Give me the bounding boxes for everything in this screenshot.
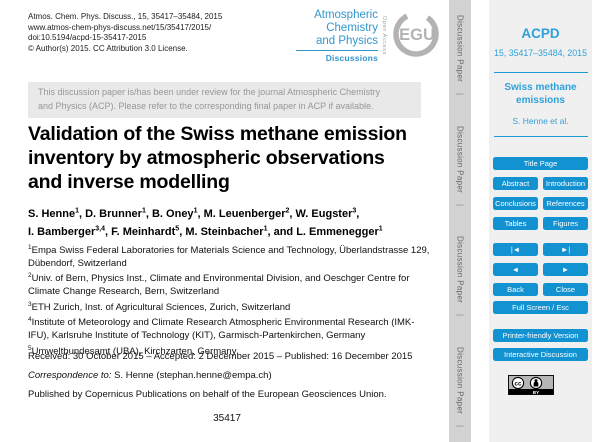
discussion-paper-strip: Discussion Paper | Discussion Paper | Discus… [449, 0, 471, 442]
paper-title-line: Validation of the Swiss methane emission [28, 123, 407, 145]
correspondence-label: Correspondence to: [28, 370, 112, 381]
full-screen-button[interactable]: Full Screen / Esc [493, 301, 588, 314]
strip-separator: | [455, 314, 465, 317]
correspondence-line: Correspondence to: S. Henne (stephan.hen… [28, 370, 440, 381]
review-notice-line: and Physics (ACP). Please refer to the c… [38, 100, 374, 111]
author-list: S. Henne1, D. Brunner1, B. Oney1, M. Leu… [28, 203, 440, 240]
short-authors: S. Henne et al. [512, 116, 569, 126]
cc-icon [511, 376, 525, 390]
nav-last-button[interactable]: ►| [543, 243, 588, 256]
journal-name-line: and Physics [315, 35, 378, 47]
nav-next-button[interactable]: ► [543, 263, 588, 276]
author: M. Leuenberger2, [203, 207, 296, 220]
affiliation: 4Institute of Meteorology and Climate Re… [28, 316, 415, 342]
references-button[interactable]: References [543, 197, 588, 210]
volume-pages: 15, 35417–35484, 2015 [494, 48, 587, 58]
author: F. Meinhardt5, [111, 225, 186, 239]
journal-logo: Atmospheric Chemistry and Physics Discussi… [288, 9, 378, 63]
svg-text:BY: BY [533, 390, 539, 395]
page-number: 35417 [213, 413, 241, 424]
nav-first-button[interactable]: |◄ [493, 243, 538, 256]
tables-button[interactable]: Tables [493, 217, 538, 230]
svg-text:cc: cc [515, 380, 522, 387]
discussion-paper-label: Discussion Paper [455, 15, 465, 83]
sidebar-divider [494, 136, 588, 137]
discussion-paper-label: Discussion Paper [455, 346, 465, 414]
close-button[interactable]: Close [543, 283, 588, 296]
discussion-paper-strip-segment: Discussion Paper | [449, 0, 471, 111]
publisher-line: Published by Copernicus Publications on … [28, 389, 387, 400]
review-notice: This discussion paper is/has been under … [28, 82, 421, 119]
citation-line: doi:10.5194/acpd-15-35417-2015 [28, 33, 147, 43]
conclusions-button[interactable]: Conclusions [493, 197, 538, 210]
sidebar-divider [494, 72, 588, 73]
figures-button[interactable]: Figures [543, 217, 588, 230]
strip-separator: | [455, 203, 465, 206]
discussion-paper-strip-segment: Discussion Paper | [449, 111, 471, 222]
abstract-button[interactable]: Abstract [493, 177, 538, 190]
author: W. Eugster3, [295, 207, 360, 220]
short-title: Swiss methane emissions [504, 82, 577, 106]
journal-logo-rule [296, 50, 378, 51]
author: D. Brunner1, [85, 207, 152, 220]
interactive-discussion-button[interactable]: Interactive Discussion [493, 348, 588, 361]
paper-title-line: and inverse modelling [28, 170, 230, 193]
journal-discussions-label: Discussions [325, 53, 378, 63]
title-page-button[interactable]: Title Page [493, 157, 588, 170]
paper-title: Validation of the Swiss methane emission… [28, 123, 438, 194]
affiliation-list: 1Empa Swiss Federal Laboratories for Mat… [28, 242, 432, 359]
journal-abbreviation: ACPD [521, 26, 560, 41]
printer-friendly-button[interactable]: Printer-friendly Version [493, 329, 588, 342]
paper-title-line: inventory by atmospheric observations [28, 146, 385, 169]
discussion-paper-strip-segment: Discussion Paper | [449, 221, 471, 332]
journal-name-line: Atmospheric [314, 9, 378, 21]
introduction-button[interactable]: Introduction [543, 177, 588, 190]
review-notice-line: This discussion paper is/has been under … [38, 87, 381, 97]
citation-line: Atmos. Chem. Phys. Discuss., 15, 35417–3… [28, 12, 223, 21]
open-access-label: Open Access [381, 16, 387, 56]
affiliation: 3ETH Zurich, Inst. of Agricultural Scien… [28, 300, 291, 313]
discussion-paper-strip-segment: Discussion Paper | [449, 332, 471, 442]
discussion-paper-label: Discussion Paper [455, 236, 465, 304]
author: and L. Emmenegger1 [273, 225, 383, 239]
dates-line: Received: 30 October 2015 – Accepted: 2 … [28, 351, 413, 362]
author: M. Steinbacher1, [185, 225, 274, 239]
navigation-sidebar: ACPD 15, 35417–35484, 2015 Swiss methane… [489, 0, 592, 442]
citation-line: © Author(s) 2015. CC Attribution 3.0 Lic… [28, 43, 188, 53]
egu-logo-icon: EGU [391, 9, 441, 59]
strip-separator: | [455, 93, 465, 96]
affiliation: 2Univ. of Bern, Physics Inst., Climate a… [28, 272, 410, 298]
journal-name: Atmospheric Chemistry and Physics [288, 9, 378, 48]
discussion-paper-label: Discussion Paper [455, 125, 465, 193]
cc-by-license-badge[interactable]: cc BY [508, 375, 554, 395]
affiliation: 5Umweltbundesamt (UBA), Kirchzarten, Ger… [28, 344, 237, 357]
svg-text:EGU: EGU [399, 26, 435, 44]
author: I. Bamberger3,4, [28, 225, 112, 239]
affiliation: 1Empa Swiss Federal Laboratories for Mat… [28, 244, 430, 269]
nav-prev-button[interactable]: ◄ [493, 263, 538, 276]
journal-name-line: Chemistry [326, 22, 378, 34]
back-button[interactable]: Back [493, 283, 538, 296]
strip-separator: | [455, 424, 465, 427]
paper-title-page: Atmos. Chem. Phys. Discuss., 15, 35417–3… [28, 9, 441, 424]
correspondence-value: S. Henne (stephan.henne@empa.ch) [111, 370, 272, 381]
citation-line: www.atmos-chem-phys-discuss.net/15/35417… [28, 22, 212, 32]
author: B. Oney1, [151, 207, 204, 220]
author: S. Henne1, [28, 207, 86, 220]
citation-block: Atmos. Chem. Phys. Discuss., 15, 35417–3… [28, 12, 222, 54]
